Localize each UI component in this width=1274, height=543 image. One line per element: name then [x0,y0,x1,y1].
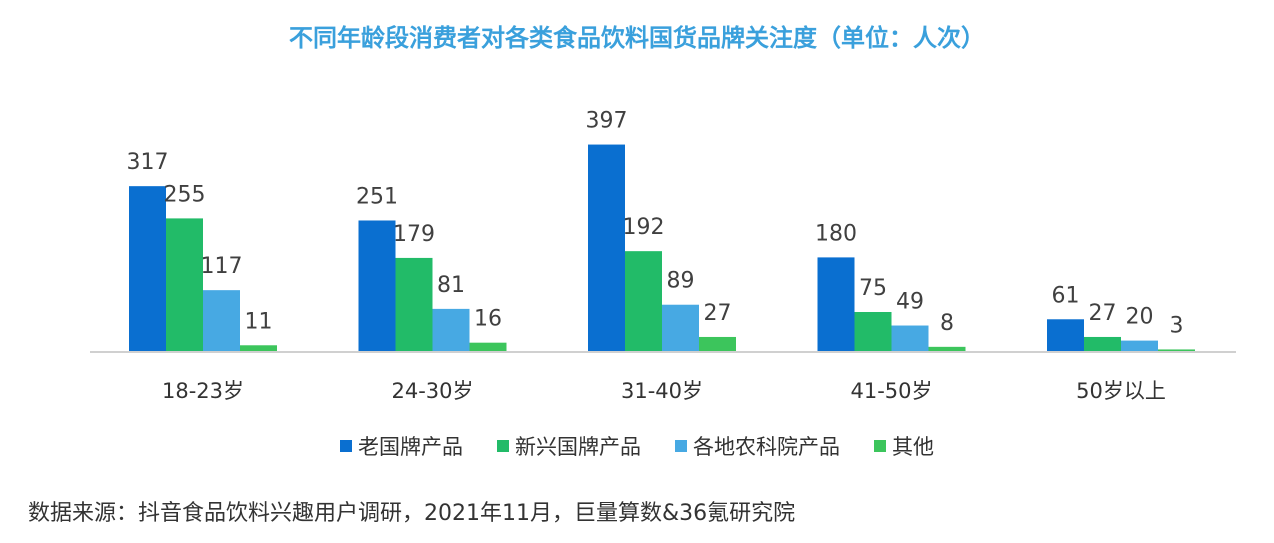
data-label-1-3: 16 [474,307,502,332]
data-label-4-1: 27 [1089,301,1117,326]
bar-1-0 [358,220,396,351]
data-label-2-2: 89 [667,269,695,294]
bar-2-1 [625,251,662,351]
category-label-4: 50岁以上 [1076,379,1166,403]
data-label-4-2: 20 [1126,305,1154,330]
bar-2-2 [662,304,699,351]
data-label-3-1: 75 [859,276,887,301]
data-label-0-0: 317 [127,150,169,175]
bar-0-0 [129,186,166,351]
bar-1-1 [395,257,433,351]
legend-item-1: 新兴国牌产品 [497,431,641,461]
legend-label: 其他 [892,435,934,459]
category-labels-layer: 18-23岁 24-30岁 31-40岁 41-50岁 50岁以上 [162,379,1166,403]
data-label-1-0: 251 [356,184,398,209]
legend-swatch [675,440,687,452]
bar-0-3 [240,345,277,351]
bar-3-0 [817,257,855,351]
bar-4-2 [1121,340,1158,351]
data-label-1-2: 81 [437,273,465,298]
data-label-0-1: 255 [164,182,206,207]
bar-4-0 [1047,319,1084,351]
legend: 老国牌产品 新兴国牌产品 各地农科院产品 其他 [0,431,1274,461]
bars-layer [129,144,1195,351]
data-label-1-1: 179 [393,222,435,247]
data-label-0-2: 117 [201,254,243,279]
bar-2-3 [699,336,736,351]
bar-3-2 [891,325,929,351]
source-note: 数据来源：抖音食品饮料兴趣用户调研，2021年11月，巨量算数&36氪研究院 [28,501,796,526]
data-label-2-1: 192 [623,215,665,240]
legend-label: 新兴国牌产品 [515,435,641,459]
data-label-4-3: 3 [1170,313,1184,338]
legend-swatch [340,440,352,452]
bar-0-1 [166,218,203,351]
category-label-3: 41-50岁 [850,379,932,403]
legend-item-0: 老国牌产品 [340,431,463,461]
bar-0-2 [203,290,240,351]
chart-title: 不同年龄段消费者对各类食品饮料国货品牌关注度（单位：人次） [289,24,985,52]
legend-item-3: 其他 [874,431,934,461]
legend-item-2: 各地农科院产品 [675,431,840,461]
data-label-3-0: 180 [815,221,857,246]
data-label-3-2: 49 [896,290,924,315]
bar-2-0 [588,144,625,351]
bar-1-3 [469,342,507,351]
data-label-0-3: 11 [245,309,273,334]
bar-4-1 [1084,336,1121,351]
legend-label: 老国牌产品 [358,435,463,459]
legend-label: 各地农科院产品 [693,435,840,459]
legend-swatch [874,440,886,452]
bar-4-3 [1158,349,1195,351]
category-label-0: 18-23岁 [162,379,244,403]
bar-1-2 [432,308,470,351]
bar-3-1 [854,312,892,351]
data-label-4-0: 61 [1052,283,1080,308]
data-label-2-0: 397 [586,109,628,134]
category-label-1: 24-30岁 [391,379,473,403]
category-label-2: 31-40岁 [621,379,703,403]
data-labels-layer: 317 255 117 11 251 179 81 16 397 192 89 27 180 75 49 8 6… [127,109,1184,339]
data-label-2-3: 27 [704,301,732,326]
data-label-3-3: 8 [940,311,954,336]
legend-swatch [497,440,509,452]
bar-3-3 [928,346,966,351]
